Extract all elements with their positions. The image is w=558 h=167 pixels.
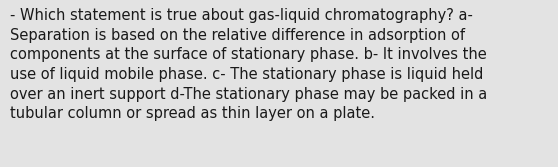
Text: - Which statement is true about gas-liquid chromatography? a-
Separation is base: - Which statement is true about gas-liqu… bbox=[10, 8, 487, 121]
